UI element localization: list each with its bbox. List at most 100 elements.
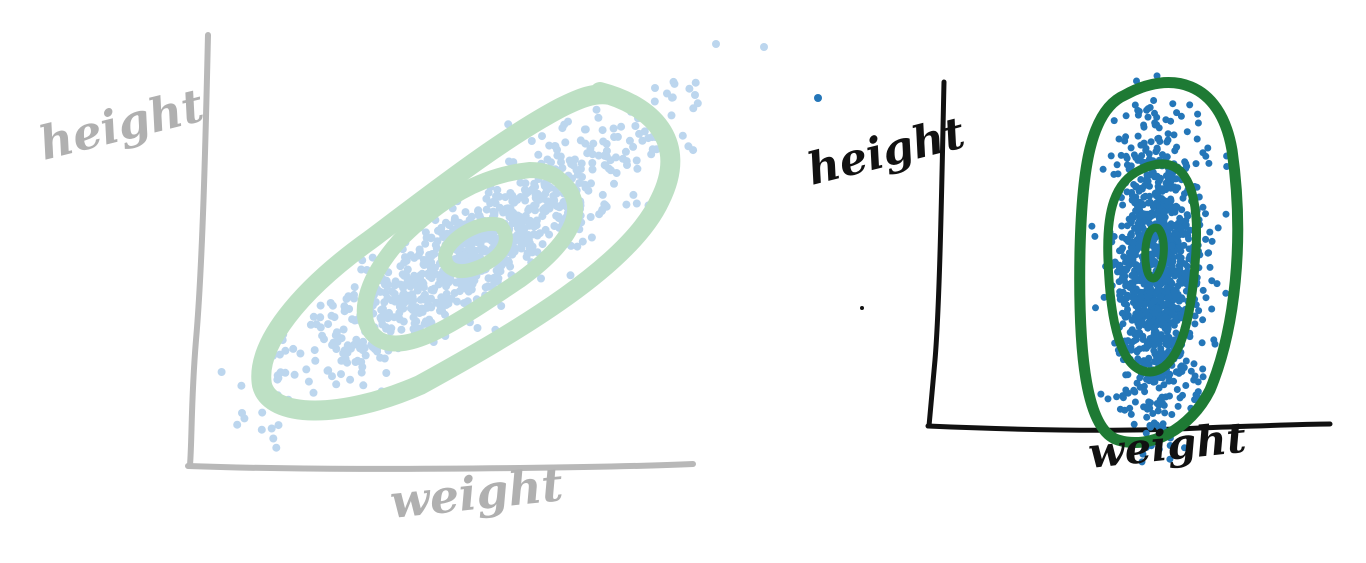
faded-data-point	[625, 136, 634, 145]
strong-data-point	[1132, 336, 1140, 343]
faded-data-point	[391, 277, 400, 286]
strong-data-point	[1150, 297, 1158, 305]
strong-data-point	[1128, 212, 1136, 219]
faded-data-point	[383, 294, 392, 303]
strong-data-point	[1177, 225, 1185, 233]
faded-data-point	[517, 240, 526, 249]
strong-data-point	[1204, 249, 1212, 257]
strong-data-point	[1143, 405, 1151, 413]
strong-data-point	[1118, 309, 1126, 317]
faded-data-point	[538, 132, 546, 141]
strong-data-point	[1151, 326, 1158, 333]
strong-data-point	[1166, 442, 1174, 449]
faded-data-point	[436, 228, 445, 236]
strong-data-point	[1162, 186, 1170, 194]
strong-data-point	[1130, 420, 1138, 428]
faded-data-point	[323, 366, 332, 375]
strong-data-point	[1123, 154, 1131, 162]
strong-data-point	[1155, 287, 1163, 295]
strong-data-point	[1133, 348, 1141, 356]
faded-data-point	[538, 240, 547, 249]
faded-data-point	[578, 237, 587, 246]
faded-data-point	[441, 310, 449, 319]
faded-data-point	[576, 136, 585, 145]
strong-x-axis-label: weight	[1086, 413, 1248, 478]
faded-data-point	[410, 271, 419, 280]
strong-data-point	[1118, 233, 1126, 241]
faded-scatter-points	[217, 40, 768, 452]
faded-data-point	[712, 40, 720, 48]
strong-scatter-points	[1088, 72, 1231, 466]
strong-data-point	[1170, 288, 1178, 296]
strong-data-point	[1168, 242, 1176, 250]
strong-data-point	[1198, 339, 1206, 347]
faded-data-point	[610, 179, 618, 188]
faded-data-point	[340, 346, 349, 355]
strong-data-point	[1167, 195, 1175, 203]
stray-dot	[860, 306, 864, 310]
faded-y-axis-label: height	[34, 78, 209, 171]
strong-data-point	[1199, 286, 1207, 294]
faded-data-point	[528, 248, 537, 257]
strong-data-point	[1182, 382, 1190, 389]
faded-data-point	[350, 283, 359, 292]
strong-data-point	[1199, 316, 1207, 324]
strong-data-point	[1166, 370, 1174, 378]
faded-data-point	[379, 304, 387, 313]
strong-data-point	[1110, 117, 1118, 125]
faded-data-point	[622, 200, 631, 209]
strong-data-point	[1149, 202, 1157, 210]
faded-data-point	[518, 225, 527, 234]
faded-data-point	[525, 219, 534, 228]
faded-data-point	[651, 84, 659, 92]
faded-data-point	[447, 294, 456, 303]
strong-data-point	[1164, 180, 1172, 188]
faded-data-point	[598, 126, 607, 135]
strong-data-point	[1195, 307, 1203, 315]
faded-data-point	[316, 313, 325, 322]
strong-data-point	[1135, 243, 1143, 251]
strong-data-point	[1142, 308, 1150, 316]
faded-data-point	[556, 152, 565, 161]
faded-data-point	[345, 305, 354, 313]
strong-data-point	[1143, 293, 1151, 301]
strong-data-point	[1193, 135, 1201, 143]
strong-data-point	[1213, 280, 1221, 288]
strong-data-point	[1194, 378, 1202, 386]
strong-data-point	[1166, 455, 1174, 463]
strong-data-point	[1157, 399, 1165, 407]
strong-data-point	[1127, 231, 1135, 239]
strong-data-point	[1097, 390, 1105, 398]
strong-data-point	[1150, 347, 1158, 355]
strong-data-point	[1141, 388, 1149, 396]
strong-data-point	[1113, 161, 1121, 169]
faded-data-point	[376, 353, 385, 362]
strong-data-point	[1134, 355, 1142, 363]
strong-data-point	[1138, 152, 1146, 160]
strong-data-point	[1170, 266, 1177, 274]
strong-data-point	[1178, 368, 1186, 375]
faded-data-point	[623, 161, 631, 169]
faded-data-point	[461, 208, 470, 217]
faded-data-point	[388, 287, 397, 296]
faded-data-point	[533, 230, 542, 239]
strong-data-point	[1163, 300, 1171, 308]
faded-data-point	[350, 294, 358, 303]
faded-data-point	[632, 156, 641, 165]
strong-data-point	[1128, 326, 1136, 334]
faded-data-point	[425, 272, 434, 281]
faded-data-point	[427, 251, 436, 260]
strong-data-point	[1154, 135, 1162, 143]
faded-contour-outer	[251, 82, 681, 421]
faded-data-point	[275, 350, 284, 359]
faded-data-point	[467, 285, 476, 294]
faded-data-point	[521, 196, 530, 205]
faded-data-point	[484, 274, 493, 283]
strong-data-point	[1192, 160, 1200, 168]
strong-data-point	[1119, 201, 1127, 209]
faded-data-point	[384, 280, 393, 289]
strong-data-point	[1181, 270, 1188, 277]
strong-data-point	[1116, 288, 1124, 296]
strong-data-point	[1205, 159, 1213, 167]
